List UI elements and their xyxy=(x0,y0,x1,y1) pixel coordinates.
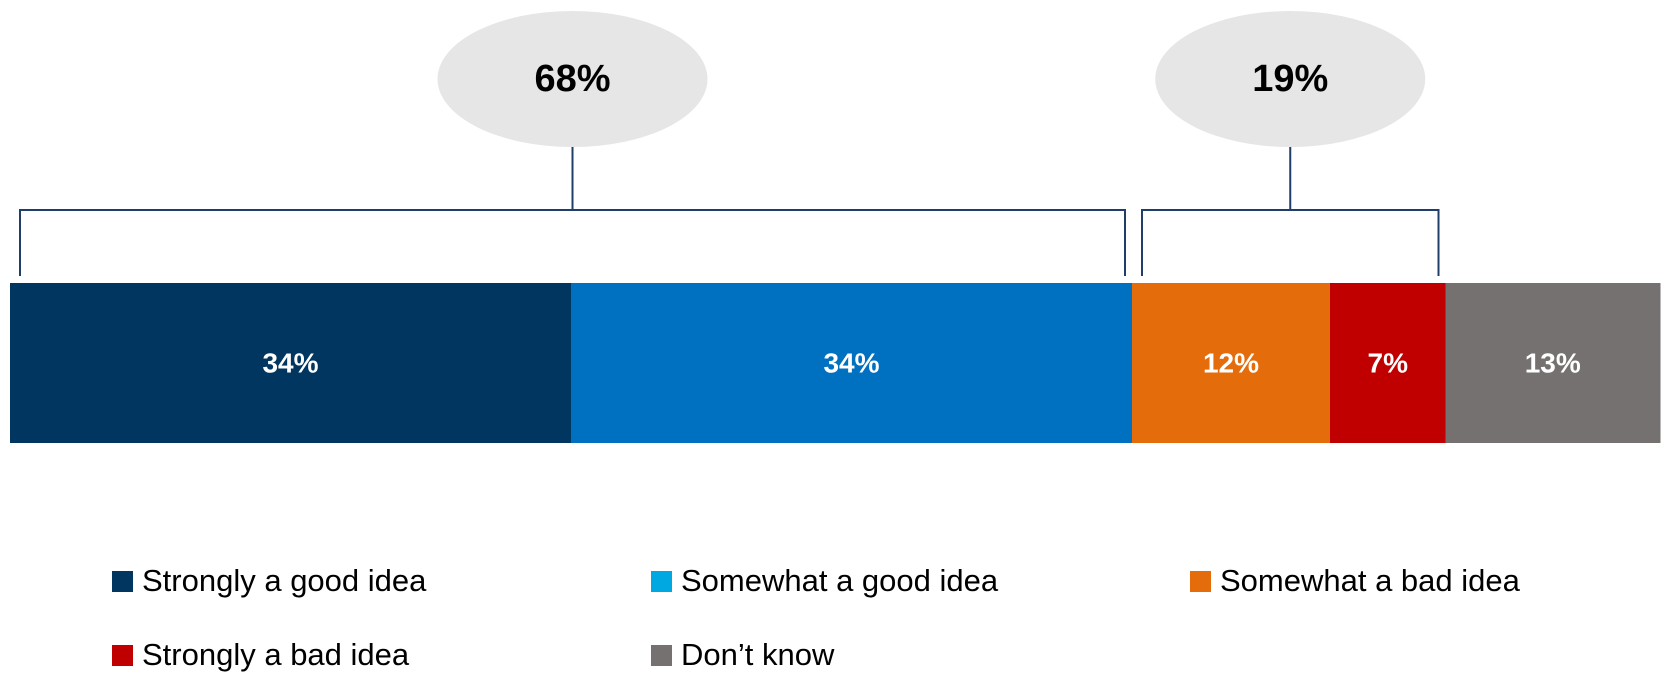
group-total-label-0: 68% xyxy=(534,58,610,100)
data-label-somewhat-a-good-idea: 34% xyxy=(823,348,879,379)
legend-item-somewhat-bad: Somewhat a bad idea xyxy=(1190,561,1520,601)
legend-swatch-somewhat-bad xyxy=(1190,570,1211,592)
legend-item-somewhat-good: Somewhat a good idea xyxy=(651,561,998,601)
data-label-don-t-know: 13% xyxy=(1525,348,1581,379)
bar-segment-don-t-know xyxy=(1445,283,1661,443)
group-bubble-1 xyxy=(1155,11,1426,147)
group-bracket-1 xyxy=(1141,209,1440,276)
stacked-bar: 34% 34% 12% 7% 13% xyxy=(10,283,1661,443)
data-label-strongly-a-good-idea: 34% xyxy=(262,348,318,379)
legend-swatch-somewhat-good xyxy=(651,570,672,592)
group-bracket-0 xyxy=(19,209,1126,276)
bar-segment-strongly-a-bad-idea xyxy=(1330,283,1446,443)
legend-item-dont-know: Don’t know xyxy=(651,635,834,675)
legend-swatch-strongly-good xyxy=(112,570,133,592)
data-label-strongly-a-bad-idea: 7% xyxy=(1368,348,1409,379)
bar-segment-somewhat-a-bad-idea xyxy=(1132,283,1331,443)
legend-swatch-dont-know xyxy=(651,644,672,666)
bar-segment-somewhat-a-good-idea xyxy=(571,283,1133,443)
legend-label-somewhat-good: Somewhat a good idea xyxy=(681,563,999,598)
legend-swatch-strongly-bad xyxy=(112,644,133,666)
legend-label-somewhat-bad: Somewhat a bad idea xyxy=(1220,563,1520,598)
legend-item-strongly-bad: Strongly a bad idea xyxy=(112,635,409,675)
legend-label-strongly-good: Strongly a good idea xyxy=(142,563,427,598)
legend-label-strongly-bad: Strongly a bad idea xyxy=(142,637,410,672)
group-bubble-0 xyxy=(437,11,708,147)
bar-segment-strongly-a-good-idea xyxy=(10,283,572,443)
group-total-label-1: 19% xyxy=(1252,58,1328,100)
legend-item-strongly-good: Strongly a good idea xyxy=(112,561,426,601)
data-label-somewhat-a-bad-idea: 12% xyxy=(1203,348,1259,379)
legend-label-dont-know: Don’t know xyxy=(681,637,835,672)
group-callouts: 68% 19% xyxy=(19,11,1440,276)
